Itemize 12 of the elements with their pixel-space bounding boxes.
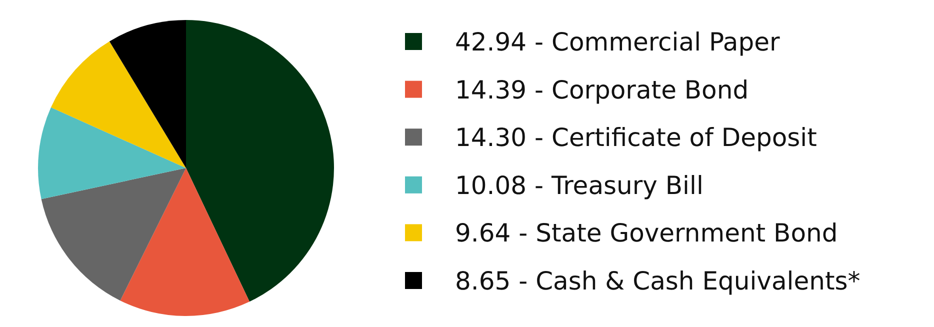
pie-slice xyxy=(186,20,334,302)
legend-label: 14.30 - Certificate of Deposit xyxy=(455,123,818,152)
legend-label: 14.39 - Corporate Bond xyxy=(455,75,749,104)
pie-slice xyxy=(109,20,186,168)
legend-label: 9.64 - State Government Bond xyxy=(455,218,838,248)
pie-slice xyxy=(41,168,186,301)
pie-slice xyxy=(38,107,186,200)
pie-slice xyxy=(120,168,250,316)
pie-slice xyxy=(50,41,186,168)
legend-label: 42.94 - Commercial Paper xyxy=(455,28,780,56)
legend-label: 10.08 - Treasury Bill xyxy=(455,170,704,200)
legend-label: 8.65 - Cash & Cash Equivalents* xyxy=(455,266,860,296)
